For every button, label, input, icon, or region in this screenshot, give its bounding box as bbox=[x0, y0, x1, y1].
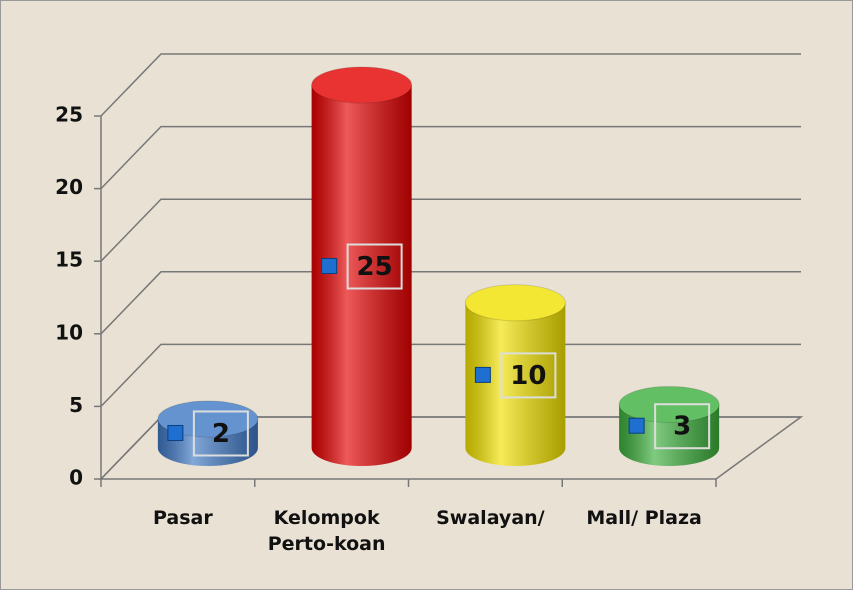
cylinder-shade bbox=[465, 302, 566, 466]
y-tick-label: 25 bbox=[55, 103, 83, 127]
data-label-marker bbox=[321, 258, 338, 274]
cylinder bbox=[464, 284, 566, 466]
data-label-box bbox=[346, 243, 403, 290]
cylinder bbox=[311, 66, 413, 466]
data-label-marker bbox=[474, 366, 491, 383]
y-tick-label: 0 bbox=[69, 466, 83, 490]
data-label-box bbox=[500, 352, 557, 399]
cylinder-top-shade bbox=[311, 67, 412, 103]
x-tick-label: Mall/ Plaza bbox=[586, 507, 702, 529]
grid-line bbox=[100, 271, 801, 335]
data-label-box bbox=[192, 410, 249, 457]
y-tick-label: 20 bbox=[55, 175, 83, 199]
y-tick-label: 5 bbox=[69, 393, 83, 417]
x-tick-label: Swalayan/ bbox=[436, 507, 545, 529]
y-tick-label: 15 bbox=[55, 248, 83, 272]
cylinder-shade bbox=[311, 85, 412, 466]
grid-line bbox=[100, 125, 801, 190]
cylinder-top bbox=[464, 284, 566, 322]
cylinder-top-shade bbox=[465, 284, 566, 321]
grid-line bbox=[100, 343, 801, 407]
data-label: 10 bbox=[510, 361, 546, 391]
data-label-marker bbox=[628, 417, 645, 434]
x-tick-label: Kelompok Perto-koan bbox=[267, 507, 386, 555]
cylinder-top bbox=[311, 66, 413, 104]
data-label: 3 bbox=[673, 412, 691, 442]
data-label-box bbox=[654, 403, 711, 450]
data-label: 2 bbox=[212, 419, 230, 449]
x-tick-label: Pasar bbox=[153, 507, 213, 529]
grid-line bbox=[100, 53, 801, 117]
y-tick-label: 10 bbox=[55, 320, 83, 344]
data-label: 25 bbox=[357, 252, 393, 282]
data-label-marker bbox=[167, 424, 184, 441]
grid-line bbox=[100, 198, 801, 262]
